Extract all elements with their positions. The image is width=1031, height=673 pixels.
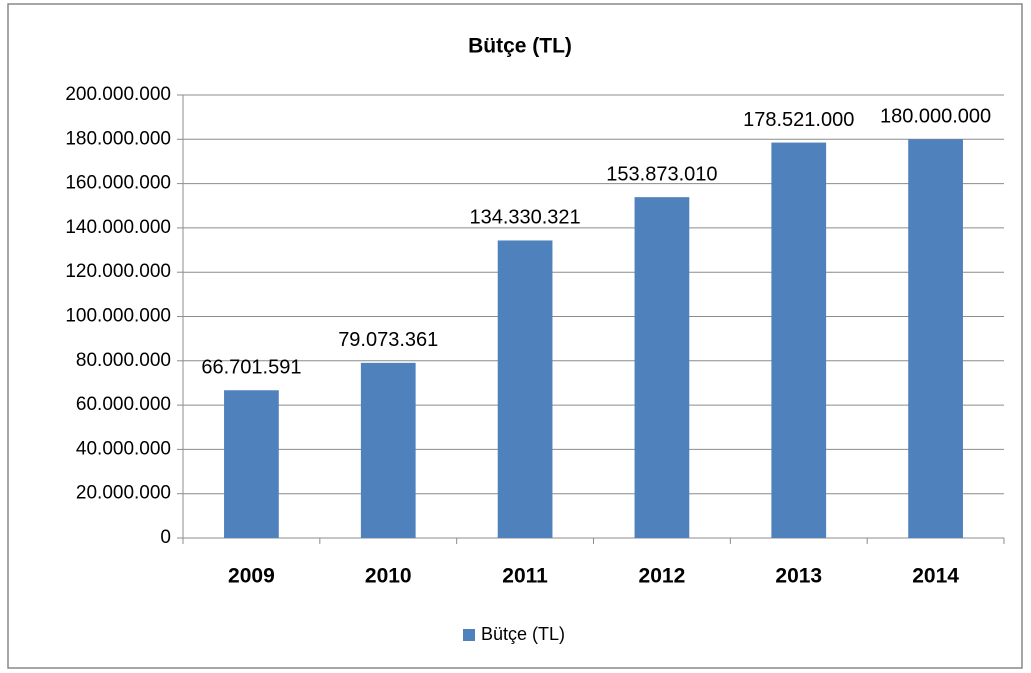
- bar: [224, 390, 279, 538]
- y-tick-label: 140.000.000: [65, 217, 171, 238]
- y-tick-label: 180.000.000: [65, 128, 171, 149]
- x-tick-label: 2011: [502, 565, 548, 588]
- x-tick-label: 2009: [228, 565, 275, 588]
- y-tick-label: 40.000.000: [76, 438, 171, 459]
- bar: [634, 197, 690, 539]
- legend-swatch: [463, 629, 475, 641]
- data-label: 180.000.000: [880, 106, 991, 128]
- chart-title: Bütçe (TL): [468, 35, 572, 58]
- bar: [497, 240, 553, 538]
- x-tick-label: 2012: [639, 565, 686, 588]
- y-tick-label: 100.000.000: [65, 306, 171, 327]
- data-label: 134.330.321: [469, 207, 580, 229]
- y-tick-label: 60.000.000: [76, 394, 171, 415]
- bar: [771, 142, 827, 538]
- x-tick-label: 2014: [912, 565, 959, 588]
- y-tick-label: 0: [160, 527, 171, 548]
- bar: [908, 139, 963, 539]
- y-tick-label: 200.000.000: [65, 84, 171, 105]
- legend-label: Bütçe (TL): [481, 624, 565, 644]
- data-label: 153.873.010: [606, 163, 717, 185]
- x-tick-label: 2010: [365, 565, 412, 588]
- bar: [360, 362, 416, 538]
- y-tick-label: 80.000.000: [76, 350, 171, 371]
- x-tick-label: 2013: [775, 565, 822, 588]
- y-tick-label: 20.000.000: [76, 483, 171, 504]
- data-label: 178.521.000: [743, 109, 854, 131]
- y-tick-label: 160.000.000: [65, 173, 171, 194]
- y-tick-label: 120.000.000: [65, 261, 171, 282]
- data-label: 79.073.361: [338, 329, 438, 351]
- data-label: 66.701.591: [201, 357, 301, 379]
